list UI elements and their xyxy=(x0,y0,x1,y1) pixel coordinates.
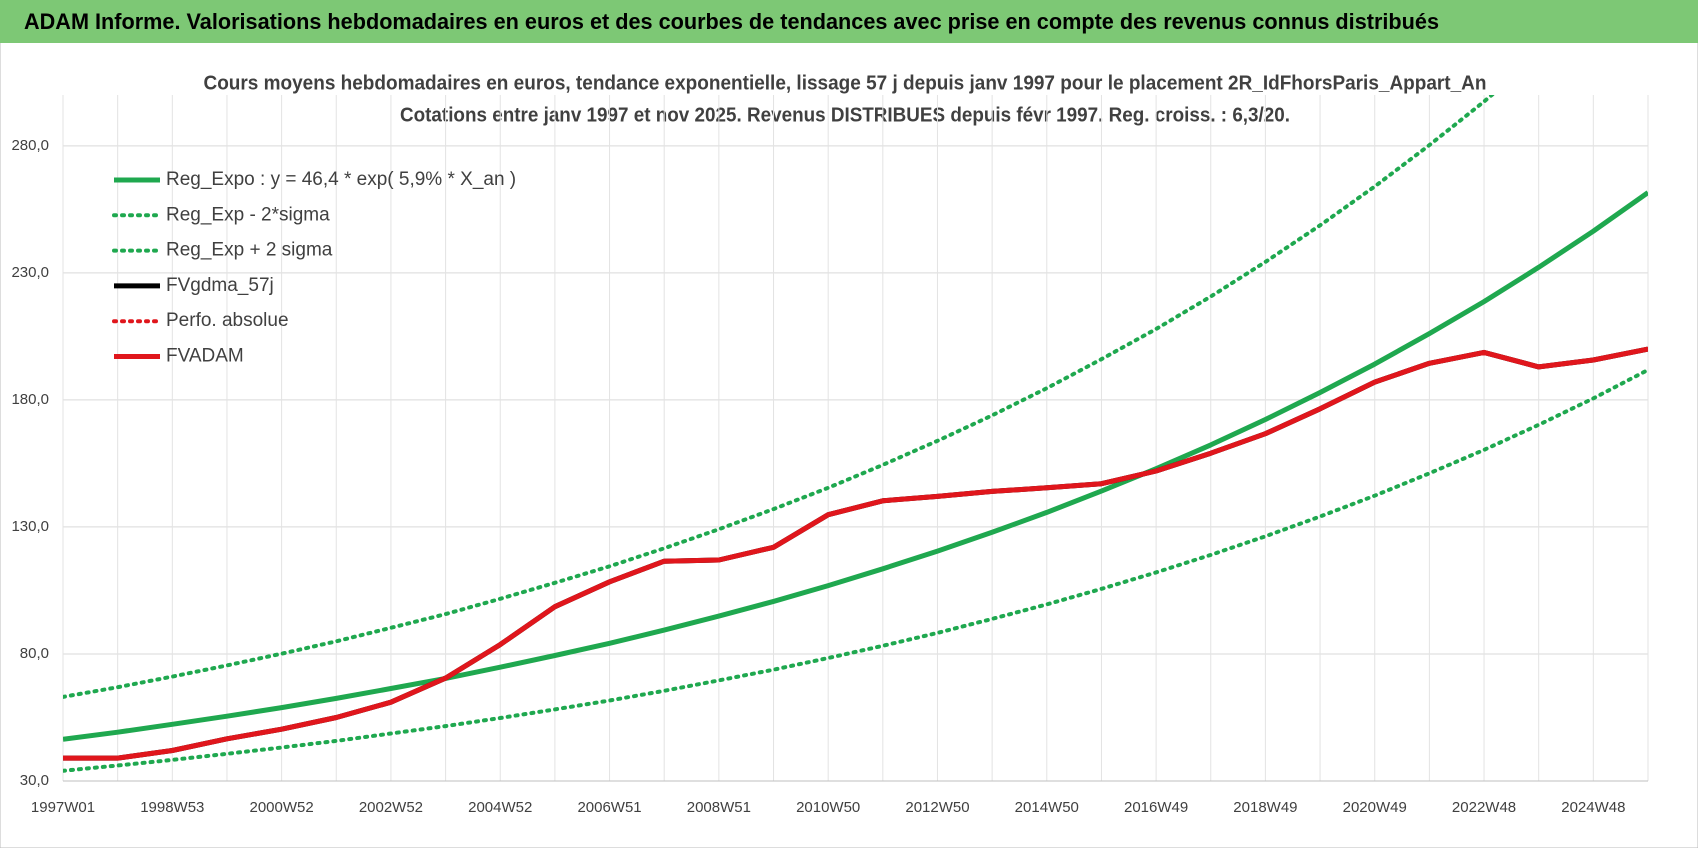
legend-label: FVADAM xyxy=(166,346,244,367)
series-line xyxy=(63,367,1648,773)
legend-label: Reg_Exp - 2*sigma xyxy=(166,204,330,225)
header-title: ADAM Informe. Valorisations hebdomadaire… xyxy=(24,9,1439,34)
x-tick-label: 2014W50 xyxy=(1015,799,1079,816)
x-tick-label: 2008W51 xyxy=(687,799,751,816)
chart-subtitle: Cotations entre janv 1997 et nov 2025. R… xyxy=(400,104,1290,126)
x-tick-label: 2018W49 xyxy=(1233,799,1297,816)
series-line xyxy=(63,95,1495,699)
x-tick-label: 2022W48 xyxy=(1452,799,1516,816)
legend-label: FVgdma_57j xyxy=(166,275,274,296)
x-tick-label: 2000W52 xyxy=(250,799,314,816)
y-tick-label: 230,0 xyxy=(11,264,49,281)
chart-title: Cours moyens hebdomadaires en euros, ten… xyxy=(204,72,1487,94)
x-tick-label: 2024W48 xyxy=(1561,799,1625,816)
x-tick-label: 1998W53 xyxy=(140,799,204,816)
legend-label: Reg_Exp + 2 sigma xyxy=(166,240,333,261)
x-tick-label: 2006W51 xyxy=(577,799,641,816)
series-line xyxy=(63,346,1648,761)
y-tick-label: 130,0 xyxy=(11,518,49,535)
x-tick-label: 2012W50 xyxy=(905,799,969,816)
x-tick-label: 2010W50 xyxy=(796,799,860,816)
y-tick-label: 180,0 xyxy=(11,391,49,408)
x-tick-label: 1997W01 xyxy=(31,799,95,816)
x-tick-label: 2020W49 xyxy=(1343,799,1407,816)
x-tick-label: 2016W49 xyxy=(1124,799,1188,816)
legend-label: Perfo. absolue xyxy=(166,310,289,331)
x-tick-label: 2002W52 xyxy=(359,799,423,816)
y-tick-label: 80,0 xyxy=(20,645,49,662)
y-tick-label: 280,0 xyxy=(11,137,49,154)
legend-label: Reg_Expo : y = 46,4 * exp( 5,9% * X_an ) xyxy=(166,169,516,190)
y-tick-label: 30,0 xyxy=(20,772,49,789)
header-bar xyxy=(0,0,1698,43)
x-tick-label: 2004W52 xyxy=(468,799,532,816)
series-line xyxy=(63,190,1648,742)
plot-area xyxy=(63,95,1648,773)
